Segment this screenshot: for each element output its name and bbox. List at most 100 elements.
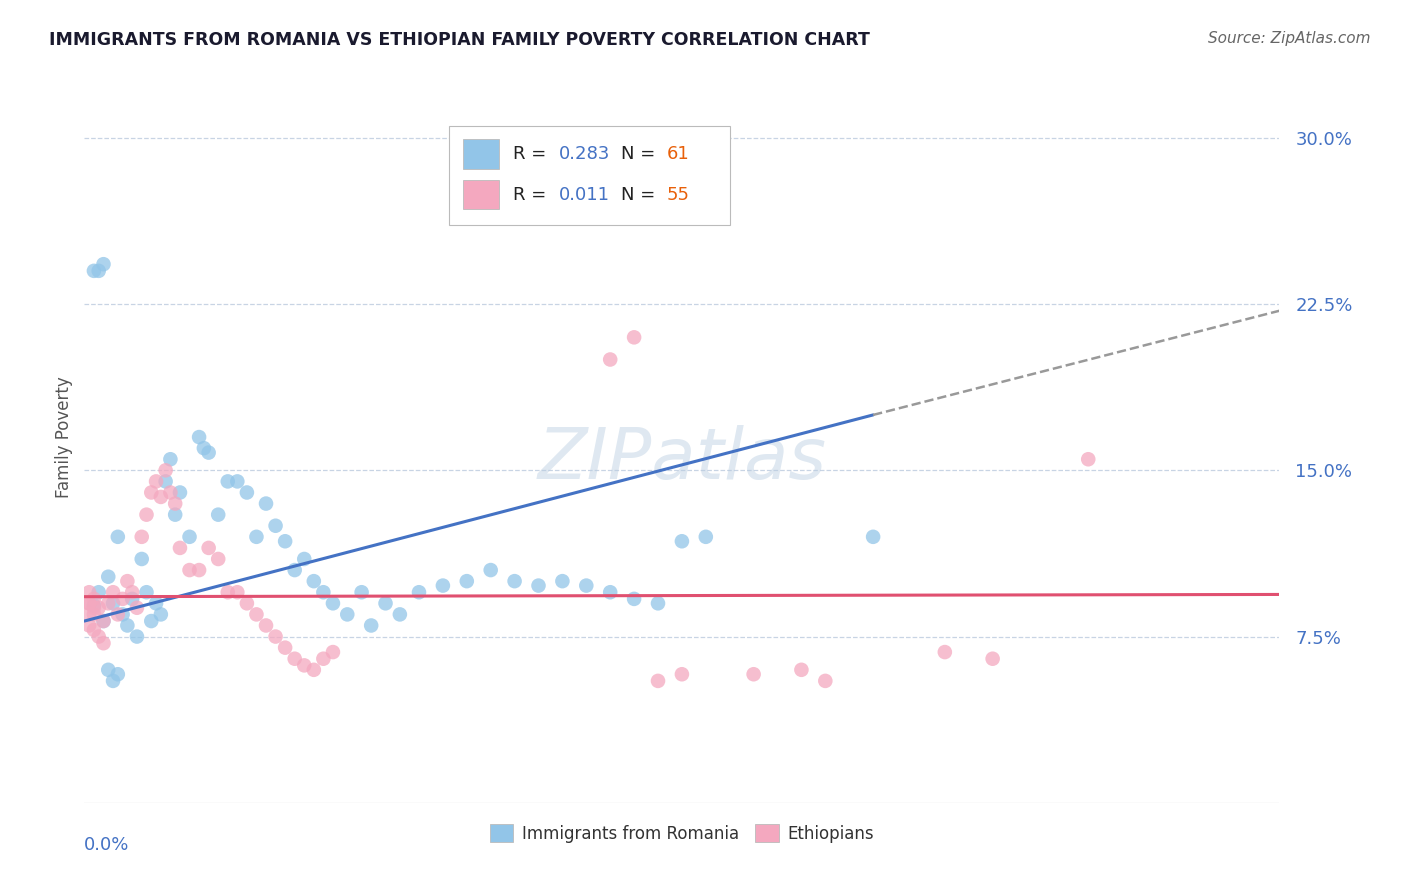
Point	[101, 673, 124, 688]
Point	[111, 607, 134, 622]
Point	[671, 667, 693, 681]
Point	[125, 630, 148, 644]
Text: ZIPatlas: ZIPatlas	[537, 425, 827, 493]
Point	[169, 541, 191, 555]
Point	[155, 475, 177, 489]
Point	[207, 508, 229, 522]
Point	[814, 673, 837, 688]
Point	[165, 497, 187, 511]
Point	[77, 596, 100, 610]
Point	[97, 570, 120, 584]
Point	[125, 600, 148, 615]
Point	[141, 485, 163, 500]
Point	[479, 563, 502, 577]
Point	[388, 607, 411, 622]
Point	[135, 585, 157, 599]
Point	[599, 585, 621, 599]
Point	[121, 585, 143, 599]
Point	[83, 600, 105, 615]
Point	[83, 264, 105, 278]
Point	[149, 490, 172, 504]
Point	[83, 623, 105, 637]
Point	[226, 475, 249, 489]
Point	[623, 591, 645, 606]
Point	[527, 578, 550, 592]
Text: N =: N =	[621, 186, 661, 203]
Point	[408, 585, 430, 599]
FancyBboxPatch shape	[463, 180, 499, 209]
Point	[121, 591, 143, 606]
Point	[197, 541, 219, 555]
Text: Source: ZipAtlas.com: Source: ZipAtlas.com	[1208, 31, 1371, 46]
Point	[254, 497, 277, 511]
Point	[292, 658, 315, 673]
Point	[322, 645, 344, 659]
Point	[312, 651, 335, 665]
Point	[117, 574, 139, 589]
Point	[217, 475, 239, 489]
Point	[274, 640, 297, 655]
Text: 0.283: 0.283	[558, 145, 610, 163]
Point	[264, 518, 287, 533]
Point	[197, 445, 219, 459]
Point	[207, 552, 229, 566]
Point	[145, 596, 167, 610]
Legend: Immigrants from Romania, Ethiopians: Immigrants from Romania, Ethiopians	[484, 818, 880, 849]
Point	[87, 264, 110, 278]
Point	[274, 534, 297, 549]
Point	[141, 614, 163, 628]
Point	[456, 574, 478, 589]
Point	[188, 563, 211, 577]
FancyBboxPatch shape	[449, 126, 730, 225]
Point	[623, 330, 645, 344]
Point	[77, 607, 100, 622]
Point	[83, 591, 105, 606]
Point	[149, 607, 172, 622]
Point	[111, 591, 134, 606]
Point	[981, 651, 1004, 665]
Text: R =: R =	[513, 145, 553, 163]
Point	[742, 667, 765, 681]
Point	[336, 607, 359, 622]
Point	[1077, 452, 1099, 467]
Point	[83, 607, 105, 622]
Point	[934, 645, 956, 659]
Point	[131, 552, 153, 566]
Point	[695, 530, 717, 544]
Point	[360, 618, 382, 632]
Point	[862, 530, 884, 544]
Point	[292, 552, 315, 566]
Point	[155, 463, 177, 477]
Point	[77, 596, 100, 610]
Point	[245, 530, 267, 544]
Point	[647, 596, 669, 610]
Point	[302, 574, 325, 589]
Point	[77, 618, 100, 632]
Point	[647, 673, 669, 688]
Point	[165, 508, 187, 522]
Point	[284, 563, 307, 577]
Point	[159, 452, 181, 467]
Text: IMMIGRANTS FROM ROMANIA VS ETHIOPIAN FAMILY POVERTY CORRELATION CHART: IMMIGRANTS FROM ROMANIA VS ETHIOPIAN FAM…	[49, 31, 870, 49]
Text: 0.0%: 0.0%	[84, 836, 129, 854]
Point	[302, 663, 325, 677]
Text: R =: R =	[513, 186, 553, 203]
Point	[179, 530, 201, 544]
Point	[350, 585, 373, 599]
Point	[101, 596, 124, 610]
Point	[790, 663, 813, 677]
Point	[97, 663, 120, 677]
Point	[284, 651, 307, 665]
Text: 55: 55	[666, 186, 689, 203]
Point	[169, 485, 191, 500]
Point	[374, 596, 396, 610]
Point	[264, 630, 287, 644]
FancyBboxPatch shape	[463, 139, 499, 169]
Point	[236, 485, 259, 500]
Point	[312, 585, 335, 599]
Point	[599, 352, 621, 367]
Point	[93, 636, 115, 650]
Point	[87, 600, 110, 615]
Point	[107, 607, 129, 622]
Point	[179, 563, 201, 577]
